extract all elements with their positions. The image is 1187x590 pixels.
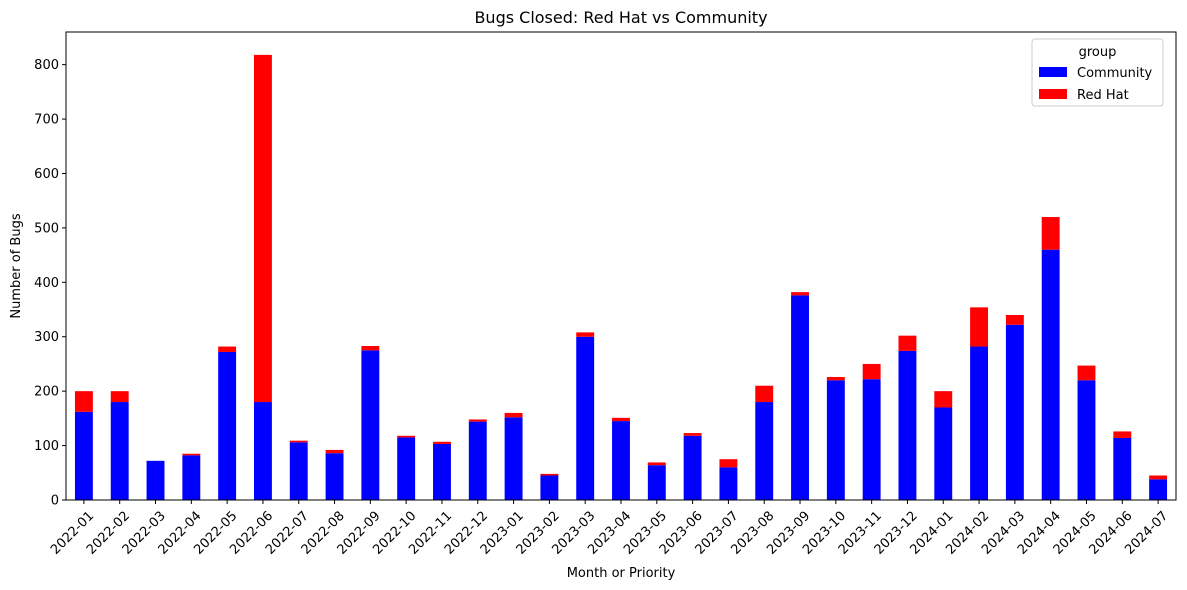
bar-community-2022-07 xyxy=(289,442,308,500)
bar-red-hat-2024-04 xyxy=(1041,217,1060,250)
bar-community-2022-05 xyxy=(218,351,237,500)
bar-community-2023-10 xyxy=(826,380,845,500)
bar-red-hat-2022-07 xyxy=(289,440,308,443)
bar-community-2023-04 xyxy=(612,421,630,500)
legend: group Community Red Hat xyxy=(1031,38,1164,107)
y-tick-label: 700 xyxy=(34,113,59,128)
bar-red-hat-2023-08 xyxy=(755,385,774,403)
chart-title: Bugs Closed: Red Hat vs Community xyxy=(474,8,767,27)
bar-community-2024-04 xyxy=(1041,249,1060,500)
y-tick-label: 0 xyxy=(51,494,59,509)
y-axis-label: Number of Bugs xyxy=(9,213,24,318)
bar-community-2022-03 xyxy=(146,460,165,500)
bar-red-hat-2023-04 xyxy=(612,417,630,422)
bar-red-hat-2022-01 xyxy=(74,391,93,412)
bar-community-2023-05 xyxy=(647,465,666,500)
bar-community-2024-01 xyxy=(934,407,953,500)
bar-community-2022-01 xyxy=(74,411,93,500)
bar-community-2023-07 xyxy=(719,467,738,500)
bar-red-hat-2022-04 xyxy=(182,453,201,456)
bar-red-hat-2022-08 xyxy=(325,449,344,454)
bar-red-hat-2024-02 xyxy=(970,307,989,347)
y-tick-label: 600 xyxy=(34,167,59,182)
bar-red-hat-2024-03 xyxy=(1005,314,1024,325)
bar-red-hat-2024-05 xyxy=(1077,365,1096,381)
bar-red-hat-2022-12 xyxy=(468,419,487,422)
bar-community-2023-08 xyxy=(755,402,774,500)
bar-community-2023-12 xyxy=(898,350,917,500)
bar-community-2023-01 xyxy=(504,417,523,500)
bar-community-2024-05 xyxy=(1077,380,1096,500)
bar-red-hat-2022-06 xyxy=(253,54,272,403)
bar-red-hat-2024-07 xyxy=(1149,475,1168,480)
bar-red-hat-2022-05 xyxy=(218,346,237,352)
bar-red-hat-2022-09 xyxy=(361,345,380,351)
y-axis: 0 100 200 300 400 500 600 700 800 xyxy=(34,58,66,509)
bar-community-2023-03 xyxy=(576,336,595,500)
bar-red-hat-2023-12 xyxy=(898,335,917,351)
bar-community-2024-02 xyxy=(970,346,989,500)
legend-label-red-hat: Red Hat xyxy=(1077,88,1129,103)
bar-red-hat-2023-10 xyxy=(826,377,845,381)
bar-red-hat-2024-06 xyxy=(1113,431,1132,438)
bar-community-2022-06 xyxy=(253,402,272,500)
bar-red-hat-2023-03 xyxy=(576,332,595,337)
legend-swatch-community xyxy=(1039,67,1067,77)
bar-community-2022-11 xyxy=(433,443,451,500)
bar-community-2022-12 xyxy=(468,421,487,500)
legend-swatch-red-hat xyxy=(1039,89,1067,99)
bar-red-hat-2023-06 xyxy=(683,433,702,436)
bar-red-hat-2022-10 xyxy=(397,435,416,438)
bar-red-hat-2023-09 xyxy=(791,292,809,296)
x-axis-label: Month or Priority xyxy=(567,566,676,581)
bar-community-2023-11 xyxy=(862,379,881,500)
bar-red-hat-2022-02 xyxy=(110,391,129,403)
bar-red-hat-2023-01 xyxy=(504,412,523,418)
bar-community-2022-04 xyxy=(182,455,201,500)
y-tick-label: 200 xyxy=(34,385,59,400)
legend-items: Community Red Hat xyxy=(1039,66,1153,103)
y-tick-label: 100 xyxy=(34,439,59,454)
y-tick-label: 400 xyxy=(34,276,59,291)
bar-community-2023-02 xyxy=(540,475,559,500)
bar-red-hat-2023-11 xyxy=(862,363,881,380)
bar-community-2022-09 xyxy=(361,350,380,500)
bar-community-2024-07 xyxy=(1149,479,1168,500)
legend-label-community: Community xyxy=(1077,66,1153,81)
bar-red-hat-2024-01 xyxy=(934,391,953,408)
bars-group xyxy=(74,54,1168,500)
plot-frame xyxy=(65,31,1177,501)
legend-title: group xyxy=(1079,45,1117,60)
bar-red-hat-2023-02 xyxy=(540,473,559,476)
bar-community-2022-02 xyxy=(110,402,129,500)
bar-community-2024-06 xyxy=(1113,437,1132,500)
y-tick-label: 500 xyxy=(34,221,59,236)
bar-red-hat-2023-05 xyxy=(647,462,666,466)
bar-community-2022-10 xyxy=(397,437,416,500)
bar-red-hat-2023-07 xyxy=(719,459,738,468)
bar-community-2022-08 xyxy=(325,453,344,500)
bar-red-hat-2022-11 xyxy=(433,441,451,444)
bar-community-2023-09 xyxy=(791,295,809,500)
bar-community-2023-06 xyxy=(683,435,702,500)
y-tick-label: 300 xyxy=(34,330,59,345)
bar-community-2024-03 xyxy=(1005,324,1024,500)
y-tick-label: 800 xyxy=(34,58,59,73)
